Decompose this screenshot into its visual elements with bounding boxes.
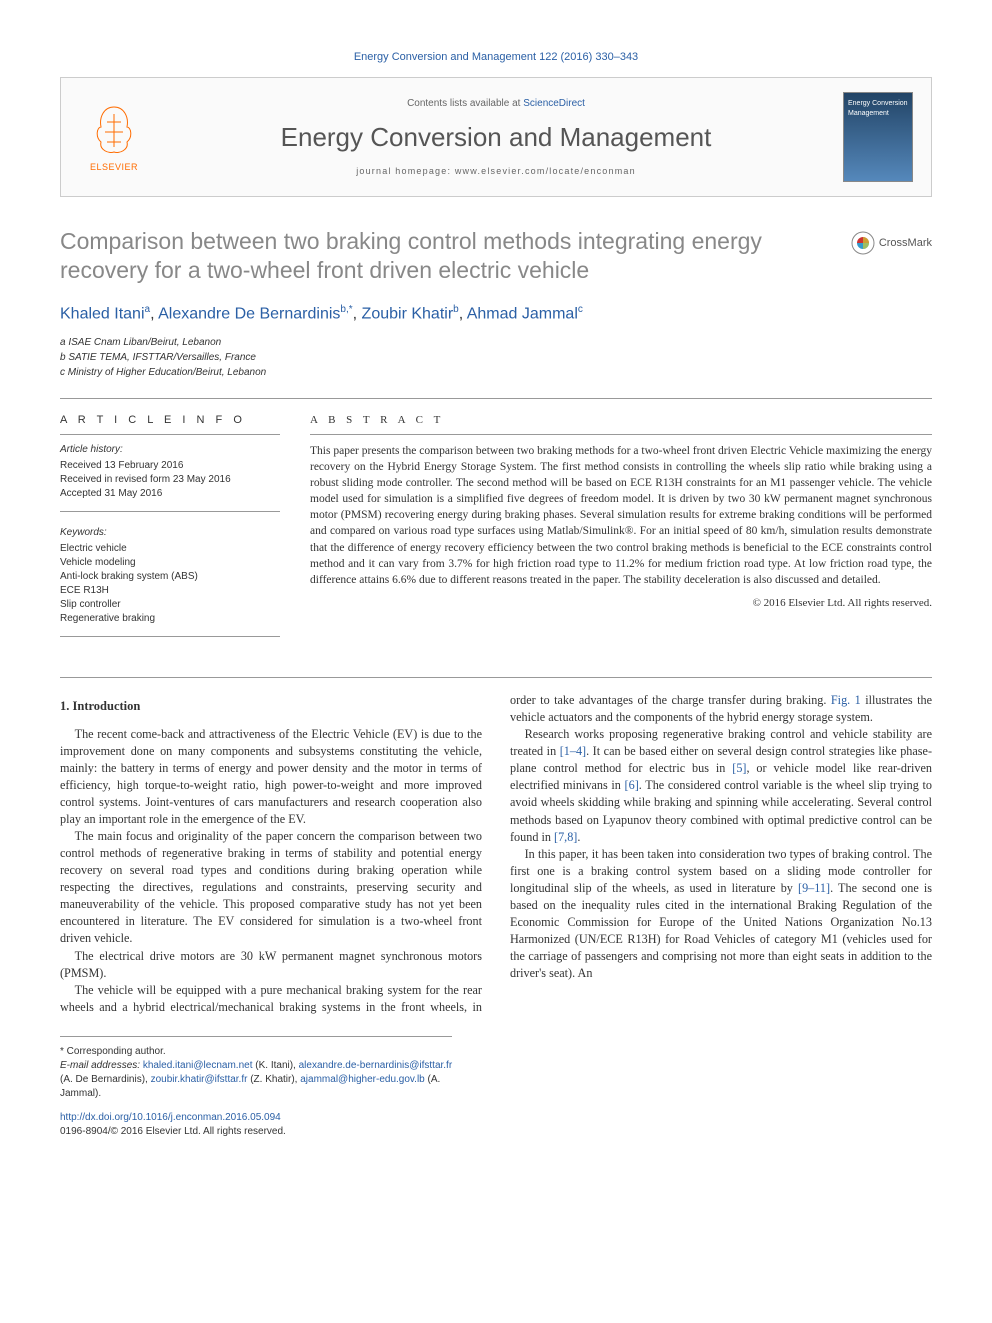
article-info: A R T I C L E I N F O Article history: R…: [60, 413, 280, 647]
affiliation-a: a ISAE Cnam Liban/Beirut, Lebanon: [60, 336, 932, 350]
publisher-logo: ELSEVIER: [79, 97, 149, 177]
body-para: The recent come-back and attractiveness …: [60, 726, 482, 828]
author-3-aff: b: [453, 304, 459, 315]
cover-text: Energy Conversion Management: [848, 99, 908, 119]
citation-ref[interactable]: [5]: [732, 761, 746, 775]
email-label: E-mail addresses:: [60, 1060, 143, 1071]
citation-ref[interactable]: [6]: [625, 778, 639, 792]
body-text-span: .: [577, 830, 580, 844]
section-1-heading: 1. Introduction: [60, 698, 482, 716]
author-email[interactable]: ajammal@higher-edu.gov.lb: [300, 1074, 424, 1085]
article-info-heading: A R T I C L E I N F O: [60, 413, 280, 435]
author-email[interactable]: alexandre.de-bernardinis@ifsttar.fr: [299, 1060, 453, 1071]
abstract-heading: A B S T R A C T: [310, 413, 932, 435]
contents-available: Contents lists available at ScienceDirec…: [167, 97, 825, 111]
homepage-url[interactable]: www.elsevier.com/locate/enconman: [455, 166, 636, 176]
abstract-text: This paper presents the comparison betwe…: [310, 443, 932, 588]
email-name: (Z. Khatir),: [247, 1074, 300, 1085]
publisher-name: ELSEVIER: [90, 161, 138, 174]
author-email[interactable]: khaled.itani@lecnam.net: [143, 1060, 253, 1071]
abstract-copyright: © 2016 Elsevier Ltd. All rights reserved…: [310, 596, 932, 611]
crossmark-label: CrossMark: [879, 236, 932, 251]
author-email[interactable]: zoubir.khatir@ifsttar.fr: [151, 1074, 248, 1085]
email-name: (K. Itani),: [252, 1060, 298, 1071]
crossmark-badge[interactable]: CrossMark: [851, 231, 932, 255]
corresponding-label: * Corresponding author.: [60, 1045, 452, 1059]
author-3[interactable]: Zoubir Khatir: [362, 305, 454, 322]
keyword: Vehicle modeling: [60, 556, 280, 570]
revised-date: Received in revised form 23 May 2016: [60, 473, 280, 487]
body-para: The main focus and originality of the pa…: [60, 828, 482, 948]
history-label: Article history:: [60, 443, 280, 457]
email-addresses: E-mail addresses: khaled.itani@lecnam.ne…: [60, 1059, 452, 1101]
top-citation: Energy Conversion and Management 122 (20…: [60, 50, 932, 65]
paper-title: Comparison between two braking control m…: [60, 227, 840, 285]
affiliations: a ISAE Cnam Liban/Beirut, Lebanon b SATI…: [60, 336, 932, 380]
body-text-span: . The second one is based on the inequal…: [510, 881, 932, 980]
keywords-label: Keywords:: [60, 526, 280, 540]
author-2[interactable]: Alexandre De Bernardinis: [158, 305, 340, 322]
journal-name: Energy Conversion and Management: [167, 119, 825, 155]
author-list: Khaled Itania, Alexandre De Bernardinisb…: [60, 303, 932, 326]
corresponding-author-footer: * Corresponding author. E-mail addresses…: [60, 1036, 452, 1101]
body-para: The electrical drive motors are 30 kW pe…: [60, 948, 482, 982]
contents-prefix: Contents lists available at: [407, 98, 523, 109]
issn-copyright: 0196-8904/© 2016 Elsevier Ltd. All right…: [60, 1125, 932, 1139]
citation-ref[interactable]: [7,8]: [554, 830, 577, 844]
affiliation-b: b SATIE TEMA, IFSTTAR/Versailles, France: [60, 351, 932, 365]
author-2-aff: b,*: [340, 304, 352, 315]
doi-link[interactable]: http://dx.doi.org/10.1016/j.enconman.201…: [60, 1111, 932, 1125]
journal-cover-thumb: Energy Conversion Management: [843, 92, 913, 182]
affiliation-c: c Ministry of Higher Education/Beirut, L…: [60, 366, 932, 380]
citation-ref[interactable]: [1–4]: [560, 744, 586, 758]
homepage-prefix: journal homepage:: [356, 166, 455, 176]
keyword: ECE R13H: [60, 584, 280, 598]
accepted-date: Accepted 31 May 2016: [60, 487, 280, 501]
citation-ref[interactable]: [9–11]: [798, 881, 830, 895]
author-4[interactable]: Ahmad Jammal: [467, 305, 578, 322]
keyword: Anti-lock braking system (ABS): [60, 570, 280, 584]
body-text: 1. Introduction The recent come-back and…: [60, 692, 932, 1016]
keyword: Regenerative braking: [60, 612, 280, 626]
figure-ref[interactable]: Fig. 1: [831, 693, 861, 707]
keyword: Electric vehicle: [60, 542, 280, 556]
abstract: A B S T R A C T This paper presents the …: [310, 413, 932, 647]
keyword: Slip controller: [60, 598, 280, 612]
author-4-aff: c: [578, 304, 583, 315]
body-para: Research works proposing regenerative br…: [510, 726, 932, 846]
body-para: In this paper, it has been taken into co…: [510, 846, 932, 983]
journal-homepage: journal homepage: www.elsevier.com/locat…: [167, 165, 825, 178]
author-1[interactable]: Khaled Itani: [60, 305, 145, 322]
email-name: (A. De Bernardinis),: [60, 1074, 151, 1085]
author-1-aff: a: [145, 304, 151, 315]
journal-header: ELSEVIER Contents lists available at Sci…: [60, 77, 932, 197]
sciencedirect-link[interactable]: ScienceDirect: [523, 98, 585, 109]
received-date: Received 13 February 2016: [60, 459, 280, 473]
